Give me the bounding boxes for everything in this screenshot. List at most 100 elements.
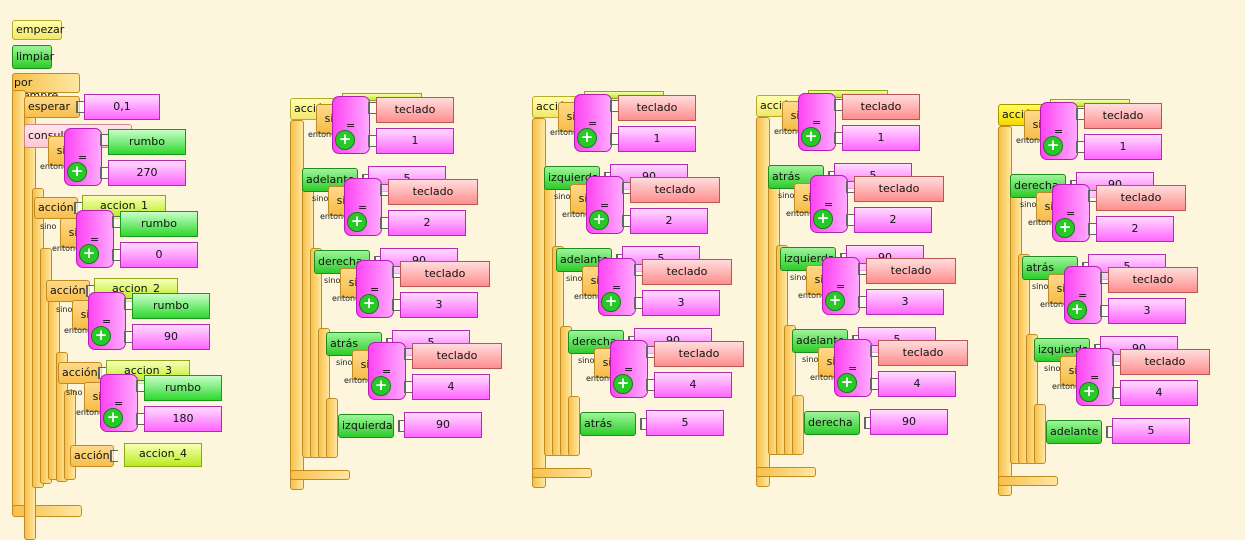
equals-sign: = xyxy=(836,280,846,293)
condition-left-input[interactable]: teclado xyxy=(878,340,968,366)
move-value-input[interactable]: 5 xyxy=(646,410,724,436)
condition-left-input[interactable]: teclado xyxy=(630,177,720,203)
condition-right-input[interactable]: 4 xyxy=(878,371,956,397)
condition-left-input[interactable]: rumbo xyxy=(120,211,198,237)
condition-left-input[interactable]: teclado xyxy=(1096,185,1186,211)
condition-right-input[interactable]: 2 xyxy=(1096,216,1174,242)
wait-value-input[interactable]: 0,1 xyxy=(84,94,160,120)
move-command-block[interactable]: derecha xyxy=(804,411,860,435)
then-label: entonces xyxy=(786,209,823,218)
move-command-block[interactable]: izquierda xyxy=(338,414,394,438)
condition-right-input[interactable]: 4 xyxy=(654,372,732,398)
add-icon[interactable]: + xyxy=(813,209,833,229)
condition-right-input[interactable]: 3 xyxy=(642,290,720,316)
condition-left-input[interactable]: teclado xyxy=(376,97,454,123)
socket-connector xyxy=(1100,272,1108,284)
condition-left-input[interactable]: teclado xyxy=(388,179,478,205)
socket-connector xyxy=(1076,141,1084,153)
move-command-block[interactable]: atrás xyxy=(580,412,636,436)
add-icon[interactable]: + xyxy=(347,212,367,232)
add-icon[interactable]: + xyxy=(1043,136,1063,156)
else-label: sino xyxy=(790,273,807,282)
add-icon[interactable]: + xyxy=(1079,382,1099,402)
action-call-block[interactable]: acción xyxy=(58,362,102,384)
condition-right-input[interactable]: 1 xyxy=(842,125,920,151)
condition-right-input[interactable]: 2 xyxy=(388,210,466,236)
condition-right-input[interactable]: 1 xyxy=(1084,134,1162,160)
socket-connector xyxy=(646,379,654,391)
add-icon[interactable]: + xyxy=(577,128,597,148)
socket-connector xyxy=(136,380,144,392)
action-call-block[interactable]: acción xyxy=(34,197,78,219)
condition-left-input[interactable]: teclado xyxy=(1120,349,1210,375)
socket-connector xyxy=(392,266,400,278)
wait-block[interactable]: esperar xyxy=(24,96,80,118)
action-call-block[interactable]: acción xyxy=(70,445,114,467)
socket-connector xyxy=(1112,387,1120,399)
condition-right-input[interactable]: 4 xyxy=(412,374,490,400)
nested-bracket xyxy=(792,395,804,455)
action-name-input[interactable]: accion_4 xyxy=(124,443,202,467)
condition-right-input[interactable]: 180 xyxy=(144,406,222,432)
add-icon[interactable]: + xyxy=(67,162,87,182)
condition-left-input[interactable]: rumbo xyxy=(144,375,222,401)
else-label: sino xyxy=(1020,200,1037,209)
condition-right-input[interactable]: 2 xyxy=(630,208,708,234)
add-icon[interactable]: + xyxy=(79,244,99,264)
condition-right-input[interactable]: 90 xyxy=(132,324,210,350)
condition-left-input[interactable]: teclado xyxy=(1084,103,1162,129)
add-icon[interactable]: + xyxy=(1055,218,1075,238)
add-icon[interactable]: + xyxy=(335,130,355,150)
start-hat-block[interactable]: empezar xyxy=(12,20,64,40)
condition-left-input[interactable]: teclado xyxy=(400,261,490,287)
condition-right-input[interactable]: 1 xyxy=(618,126,696,152)
add-icon[interactable]: + xyxy=(825,291,845,311)
equals-sign: = xyxy=(1066,207,1076,220)
add-icon[interactable]: + xyxy=(103,408,123,428)
condition-right-input[interactable]: 3 xyxy=(866,289,944,315)
forever-loop-top xyxy=(12,73,80,93)
condition-right-input[interactable]: 3 xyxy=(400,292,478,318)
if-else-bracket-bottom xyxy=(290,470,350,480)
condition-right-input[interactable]: 0 xyxy=(120,242,198,268)
condition-right-input[interactable]: 4 xyxy=(1120,380,1198,406)
add-icon[interactable]: + xyxy=(91,326,111,346)
condition-left-input[interactable]: teclado xyxy=(1108,267,1198,293)
add-icon[interactable]: + xyxy=(601,292,621,312)
if-else-bracket-bottom xyxy=(532,468,592,478)
clear-block[interactable]: limpiar xyxy=(12,45,54,69)
add-icon[interactable]: + xyxy=(837,373,857,393)
socket-connector xyxy=(846,214,854,226)
move-value-input[interactable]: 90 xyxy=(870,409,948,435)
add-icon[interactable]: + xyxy=(359,294,379,314)
else-label: sino xyxy=(1032,282,1049,291)
condition-right-input[interactable]: 1 xyxy=(376,128,454,154)
socket-connector xyxy=(858,263,866,275)
socket-connector xyxy=(864,417,872,429)
condition-right-input[interactable]: 2 xyxy=(854,207,932,233)
socket-connector xyxy=(1076,108,1084,120)
then-label: entonces xyxy=(1040,300,1077,309)
add-icon[interactable]: + xyxy=(589,210,609,230)
move-value-input[interactable]: 90 xyxy=(404,412,482,438)
condition-right-input[interactable]: 3 xyxy=(1108,298,1186,324)
condition-left-input[interactable]: teclado xyxy=(642,259,732,285)
add-icon[interactable]: + xyxy=(801,127,821,147)
condition-left-input[interactable]: teclado xyxy=(618,95,696,121)
condition-left-input[interactable]: teclado xyxy=(412,343,502,369)
add-icon[interactable]: + xyxy=(371,376,391,396)
condition-left-input[interactable]: teclado xyxy=(866,258,956,284)
action-call-block[interactable]: acción xyxy=(46,280,90,302)
add-icon[interactable]: + xyxy=(613,374,633,394)
socket-connector xyxy=(380,184,388,196)
move-command-block[interactable]: adelante xyxy=(1046,420,1102,444)
add-icon[interactable]: + xyxy=(1067,300,1087,320)
condition-left-input[interactable]: teclado xyxy=(854,176,944,202)
condition-left-input[interactable]: teclado xyxy=(842,94,920,120)
condition-left-input[interactable]: teclado xyxy=(654,341,744,367)
equals-sign: = xyxy=(358,201,368,214)
condition-right-input[interactable]: 270 xyxy=(108,160,186,186)
condition-left-input[interactable]: rumbo xyxy=(108,129,186,155)
condition-left-input[interactable]: rumbo xyxy=(132,293,210,319)
move-value-input[interactable]: 5 xyxy=(1112,418,1190,444)
